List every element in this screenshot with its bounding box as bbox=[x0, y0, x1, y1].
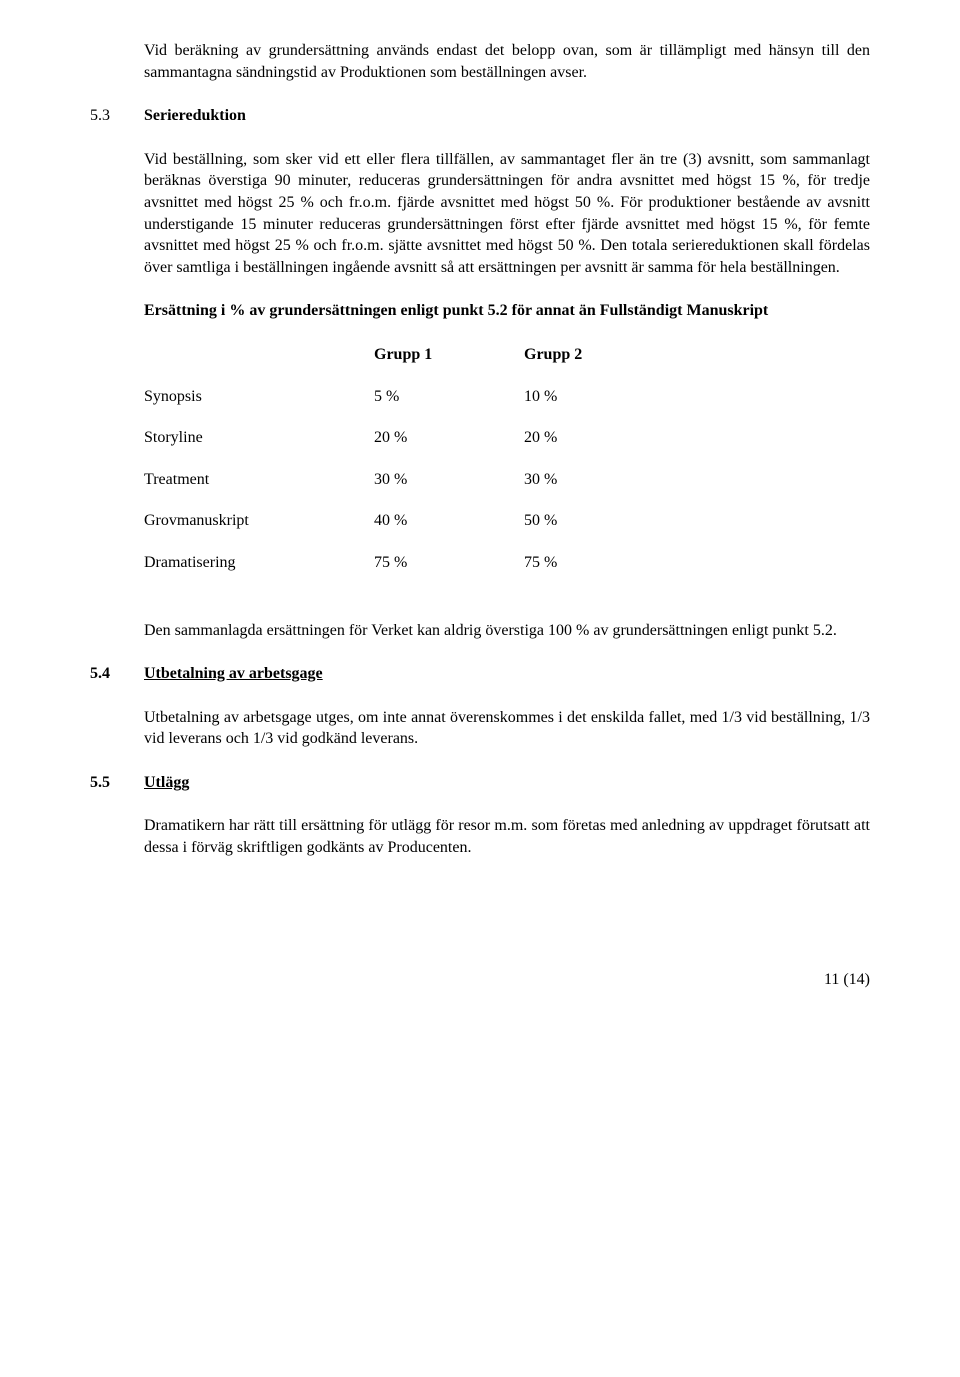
section-title: Seriereduktion bbox=[144, 105, 246, 127]
row-g2: 30 % bbox=[524, 469, 644, 511]
col-header-group2: Grupp 2 bbox=[524, 344, 644, 386]
section-5-4-header: 5.4 Utbetalning av arbetsgage bbox=[144, 663, 870, 685]
section-number: 5.5 bbox=[90, 772, 144, 794]
table-row: Storyline 20 % 20 % bbox=[144, 427, 644, 469]
table-row: Grovmanuskript 40 % 50 % bbox=[144, 510, 644, 552]
row-g2: 75 % bbox=[524, 552, 644, 594]
row-g1: 75 % bbox=[374, 552, 524, 594]
paragraph-5-3-body: Vid beställning, som sker vid ett eller … bbox=[144, 149, 870, 279]
row-g1: 20 % bbox=[374, 427, 524, 469]
row-label: Treatment bbox=[144, 469, 374, 511]
row-g1: 5 % bbox=[374, 386, 524, 428]
row-label: Grovmanuskript bbox=[144, 510, 374, 552]
section-5-5-header: 5.5 Utlägg bbox=[144, 772, 870, 794]
row-g1: 40 % bbox=[374, 510, 524, 552]
table-row: Treatment 30 % 30 % bbox=[144, 469, 644, 511]
row-g2: 50 % bbox=[524, 510, 644, 552]
row-g1: 30 % bbox=[374, 469, 524, 511]
col-header-group1: Grupp 1 bbox=[374, 344, 524, 386]
section-title: Utlägg bbox=[144, 772, 189, 794]
page-number: 11 (14) bbox=[90, 969, 870, 991]
paragraph-5-5-body: Dramatikern har rätt till ersättning för… bbox=[144, 815, 870, 858]
compensation-table: Grupp 1 Grupp 2 Synopsis 5 % 10 % Storyl… bbox=[144, 344, 644, 594]
row-label: Storyline bbox=[144, 427, 374, 469]
table-intro: Ersättning i % av grundersättningen enli… bbox=[144, 300, 870, 322]
paragraph-after-table: Den sammanlagda ersättningen för Verket … bbox=[144, 620, 870, 642]
row-g2: 20 % bbox=[524, 427, 644, 469]
row-label: Synopsis bbox=[144, 386, 374, 428]
section-5-3-header: 5.3 Seriereduktion bbox=[144, 105, 870, 127]
section-number: 5.3 bbox=[90, 105, 144, 127]
row-g2: 10 % bbox=[524, 386, 644, 428]
row-label: Dramatisering bbox=[144, 552, 374, 594]
table-row: Synopsis 5 % 10 % bbox=[144, 386, 644, 428]
section-title: Utbetalning av arbetsgage bbox=[144, 663, 323, 685]
section-number: 5.4 bbox=[90, 663, 144, 685]
paragraph-intro: Vid beräkning av grundersättning används… bbox=[144, 40, 870, 83]
table-row: Dramatisering 75 % 75 % bbox=[144, 552, 644, 594]
paragraph-5-4-body: Utbetalning av arbetsgage utges, om inte… bbox=[144, 707, 870, 750]
